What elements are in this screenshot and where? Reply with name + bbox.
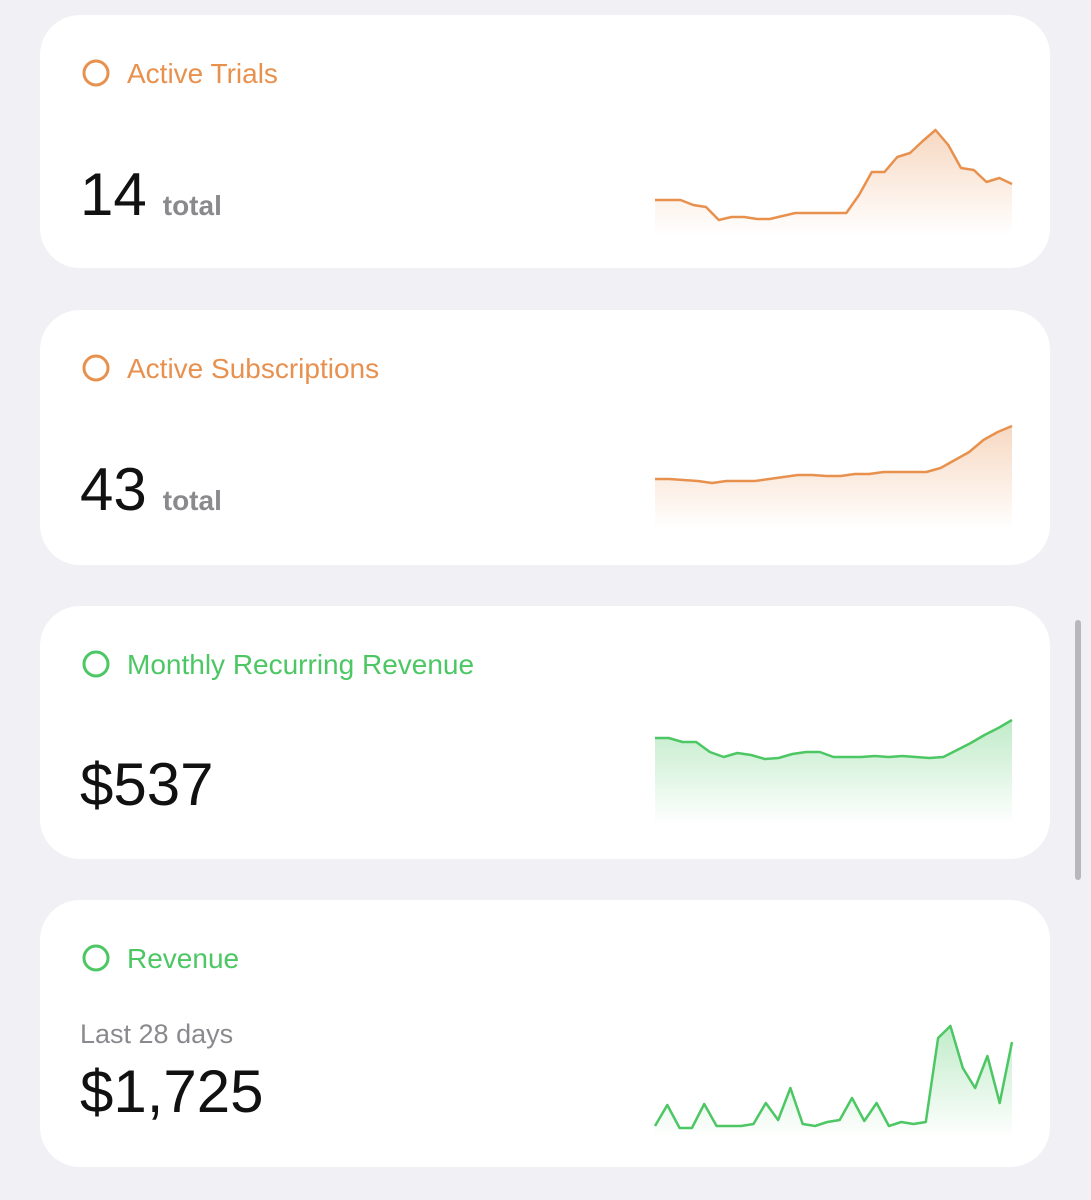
sparkline-area — [655, 426, 1012, 530]
metric-card[interactable]: Active Subscriptions 43 total — [40, 310, 1050, 565]
sparkline — [655, 128, 1013, 222]
sparkline-area — [655, 720, 1012, 825]
sparkline-area — [655, 130, 1012, 235]
card-icon — [82, 944, 110, 972]
card-title: Revenue — [127, 943, 239, 974]
scrollbar — [1075, 620, 1081, 880]
card-value: $537 — [80, 751, 213, 818]
metric-card[interactable]: Monthly Recurring Revenue $537 — [40, 606, 1050, 859]
sparkline — [655, 718, 1013, 761]
card-icon — [82, 650, 110, 678]
card-icon — [82, 354, 110, 382]
card-title: Active Subscriptions — [127, 353, 379, 384]
card-value: $1,725 — [80, 1058, 264, 1125]
card-unit: total — [163, 485, 222, 516]
metric-card[interactable]: Revenue Last 28 days $1,725 — [40, 900, 1050, 1167]
sparkline — [655, 424, 1013, 485]
card-title: Active Trials — [127, 58, 278, 89]
card-value: 14 — [80, 161, 147, 228]
card-background — [40, 15, 1050, 268]
card-background — [40, 900, 1050, 1167]
card-unit: total — [163, 190, 222, 221]
card-subtitle: Last 28 days — [80, 1019, 233, 1049]
sparkline-area — [655, 1026, 1012, 1138]
card-icon — [82, 59, 110, 87]
card-title: Monthly Recurring Revenue — [127, 649, 474, 680]
card-value: 43 — [80, 456, 147, 523]
sparkline — [653, 1024, 1014, 1130]
metric-card[interactable]: Active Trials 14 total — [40, 15, 1050, 268]
